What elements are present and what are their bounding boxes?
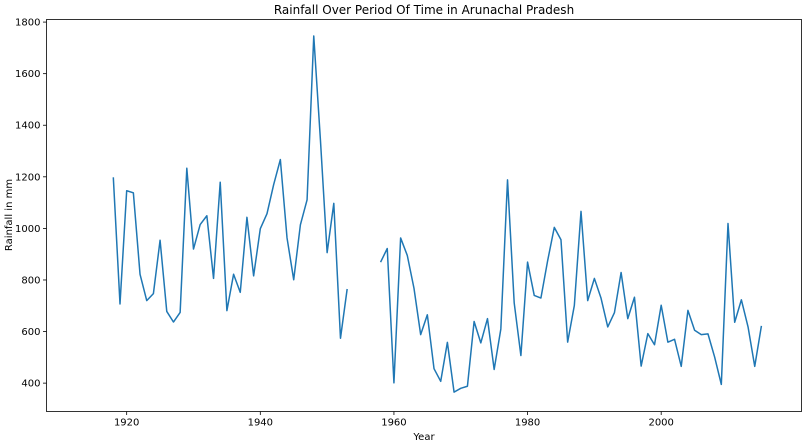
y-tick-label: 400 bbox=[21, 379, 40, 390]
y-tick-label: 600 bbox=[21, 327, 40, 338]
plot-area bbox=[112, 35, 763, 393]
x-axis-label: Year bbox=[412, 432, 435, 443]
y-tick-label: 800 bbox=[21, 275, 40, 286]
x-tick-label: 1980 bbox=[515, 418, 540, 429]
y-tick-label: 1400 bbox=[15, 121, 40, 132]
rainfall-series-line-segment-2 bbox=[379, 179, 763, 393]
x-tick-label: 1960 bbox=[381, 418, 406, 429]
x-tick-label: 2000 bbox=[648, 418, 673, 429]
y-tick-label: 1000 bbox=[15, 224, 40, 235]
x-tick-label: 1920 bbox=[114, 418, 139, 429]
chart-title: Rainfall Over Period Of Time in Arunacha… bbox=[274, 3, 574, 17]
x-axis: 1920 1940 1960 1980 2000 bbox=[114, 411, 674, 429]
y-axis-label: Rainfall in mm bbox=[4, 179, 15, 251]
y-tick-label: 1800 bbox=[15, 18, 40, 29]
y-tick-label: 1600 bbox=[15, 69, 40, 80]
y-tick-label: 1200 bbox=[15, 172, 40, 183]
axes-frame bbox=[46, 19, 802, 412]
rainfall-series-line-segment-1 bbox=[112, 35, 348, 340]
x-tick-label: 1940 bbox=[248, 418, 273, 429]
y-axis: 400 600 800 1000 1200 1400 1600 1800 bbox=[15, 18, 47, 390]
